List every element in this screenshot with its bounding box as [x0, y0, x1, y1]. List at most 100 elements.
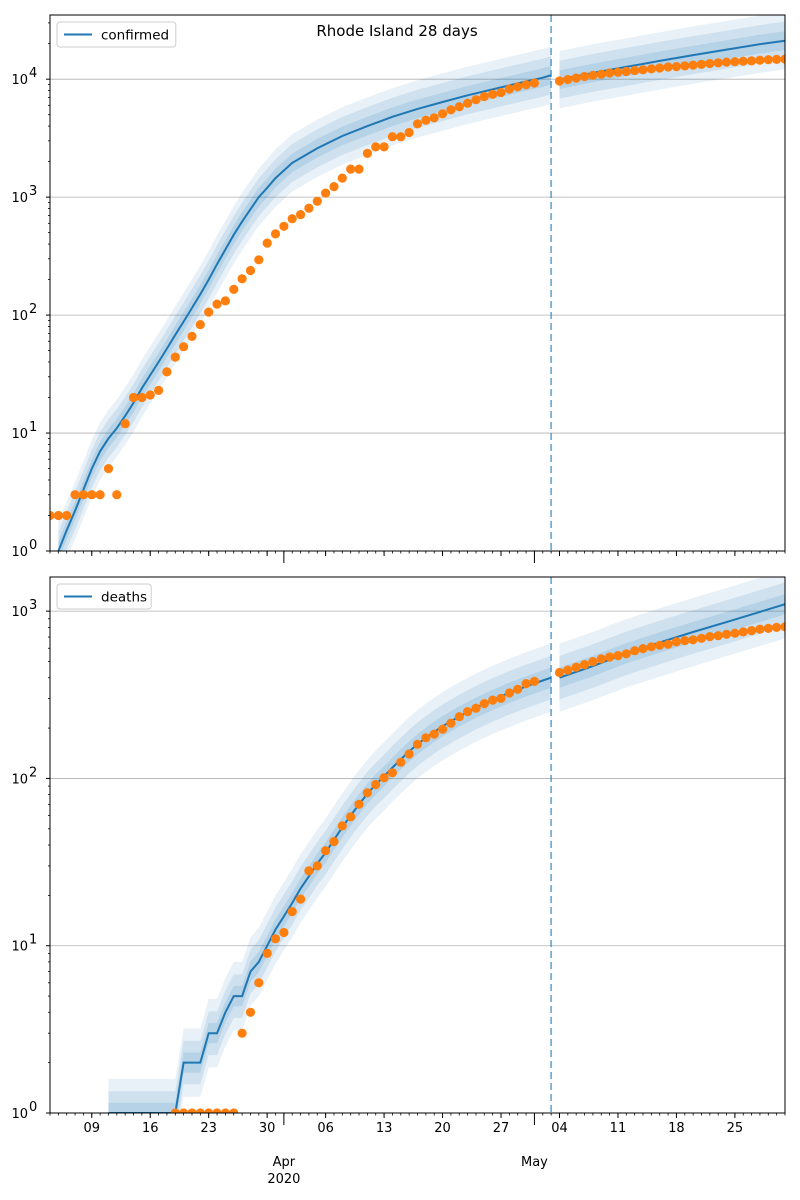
deaths-observed-point [220, 1108, 230, 1113]
deaths-observed-point [554, 667, 565, 678]
deaths-observed-point [279, 927, 289, 938]
confirmed-observed-point [496, 87, 506, 98]
deaths-observed-point [337, 821, 347, 831]
deaths-observed-point [496, 693, 506, 704]
deaths-observed-point [204, 1108, 214, 1113]
confirmed-observed-point [212, 299, 222, 309]
deaths-observed-point [738, 627, 748, 637]
confirmed-observed-point [429, 113, 439, 123]
deaths-observed-point [621, 649, 631, 659]
deaths-y-tick-exponent: 0 [29, 1100, 37, 1115]
deaths-y-tick-exponent: 3 [29, 598, 37, 613]
deaths-legend: deaths [56, 583, 152, 610]
confirmed-observed-point [488, 89, 498, 99]
deaths-observed-point [379, 773, 389, 783]
confirmed-observed-point [696, 59, 707, 69]
confirmed-forecast-band [559, 15, 785, 109]
confirmed-observed-point [279, 221, 289, 231]
deaths-observed-point [713, 631, 723, 641]
deaths-observed-point [421, 733, 431, 743]
deaths-y-tick-exponent: 2 [29, 765, 37, 780]
confirmed-y-tick-exponent: 4 [29, 66, 37, 81]
confirmed-observed-point [747, 56, 757, 66]
deaths-observed-point [212, 1108, 222, 1113]
confirmed-observed-point [521, 80, 531, 90]
confirmed-observed-point [479, 91, 489, 102]
confirmed-observed-point [563, 74, 573, 85]
confirmed-observed-point [588, 70, 598, 80]
deaths-observed-point [504, 688, 514, 698]
confirmed-observed-point [680, 61, 690, 71]
confirmed-observed-point [128, 392, 139, 403]
deaths-observed-point [613, 651, 623, 661]
deaths-observed-point [245, 1007, 256, 1017]
confirmed-observed-point [103, 464, 114, 474]
confirmed-forecast-band [559, 21, 785, 99]
confirmed-fit-line [57, 74, 552, 551]
x-tick-label: 16 [142, 1121, 159, 1136]
deaths-observed-point [563, 665, 573, 675]
deaths-observed-point [438, 724, 448, 734]
deaths-observed-point [346, 812, 356, 822]
x-year-label: 2020 [267, 1172, 300, 1187]
confirmed-observed-point [270, 229, 281, 239]
deaths-observed-point [730, 628, 740, 638]
confirmed-observed-point [663, 62, 673, 72]
deaths-fit-band [108, 655, 552, 1113]
confirmed-observed-point [454, 102, 464, 112]
deaths-observed-point [471, 703, 481, 713]
confirmed-observed-point [671, 62, 682, 72]
confirmed-observed-point [579, 71, 590, 82]
deaths-observed-point [755, 624, 765, 634]
confirmed-observed-point [287, 214, 297, 224]
deaths-y-tick-label: 10 [11, 772, 28, 787]
confirmed-observed-point [605, 68, 615, 78]
deaths-observed-point [763, 623, 773, 634]
confirmed-observed-point [262, 238, 272, 248]
confirmed-observed-point [237, 274, 247, 284]
deaths-observed-point [655, 640, 665, 650]
confirmed-y-tick-exponent: 0 [29, 538, 37, 553]
x-tick-label: 11 [610, 1121, 627, 1136]
deaths-y-tick-label: 10 [11, 605, 28, 620]
deaths-observed-point [396, 757, 406, 767]
deaths-y-tick-exponent: 1 [29, 933, 37, 948]
deaths-observed-point [296, 894, 306, 904]
deaths-observed-point [463, 707, 473, 717]
confirmed-observed-point [346, 164, 356, 174]
confirmed-observed-point [596, 69, 606, 79]
confirmed-legend: confirmed [56, 21, 177, 48]
deaths-legend-box [56, 583, 152, 610]
confirmed-observed-point [513, 82, 523, 92]
confirmed-observed-point [763, 55, 773, 65]
confirmed-observed-point [630, 65, 640, 76]
deaths-observed-point [529, 676, 540, 687]
confirmed-observed-point [170, 352, 180, 362]
deaths-observed-point [696, 633, 707, 643]
confirmed-y-tick-exponent: 2 [29, 302, 37, 317]
deaths-observed-point [195, 1108, 205, 1113]
confirmed-observed-point [95, 490, 105, 500]
confirmed-observed-point [504, 84, 514, 94]
confirmed-observed-point [529, 78, 540, 88]
deaths-fit-band [108, 643, 552, 1113]
confirmed-observed-point [296, 210, 306, 220]
deaths-observed-point [304, 866, 314, 876]
deaths-observed-point [287, 907, 297, 917]
x-axis-labels: 09 16 23 30 06 13 20 27 04 11 18 25 Apr 2020 May [83, 1121, 743, 1187]
deaths-observed-point [521, 679, 531, 689]
confirmed-y-tick-label: 10 [11, 191, 28, 206]
x-tick-label: 20 [434, 1121, 451, 1136]
confirmed-observed-point [187, 331, 197, 341]
deaths-observed-point [688, 635, 698, 645]
deaths-observed-point [170, 1108, 180, 1113]
confirmed-observed-point [387, 132, 397, 142]
deaths-observed-point [179, 1108, 189, 1113]
deaths-observed-point [780, 622, 785, 632]
confirmed-y-tick-label: 10 [11, 309, 28, 324]
confirmed-observed-point [688, 60, 698, 70]
x-tick-label: 09 [83, 1121, 100, 1136]
confirmed-observed-point [463, 98, 473, 108]
